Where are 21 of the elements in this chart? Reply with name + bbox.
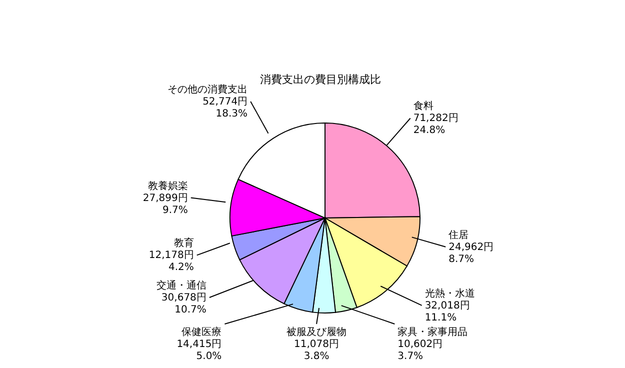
- data-label: 27,899円 9.7%: [142, 192, 188, 216]
- slice-label: 食料: [413, 100, 434, 112]
- data-label: 32,018円 11.1%: [424, 300, 470, 324]
- data-label: 10,602円 3.7%: [398, 339, 443, 362]
- slice-label: その他の消費支出: [168, 83, 248, 96]
- data-label: 71,282円 24.8%: [413, 113, 458, 136]
- data-label: 11,078円 3.8%: [294, 339, 340, 362]
- slice-label: 光熱・水道: [424, 287, 475, 300]
- data-label: 14,415円 5.0%: [176, 339, 222, 362]
- data-label: 52,774円 18.3%: [202, 96, 248, 120]
- data-label: 30,678円 10.7%: [161, 292, 206, 316]
- slice-label: 保健医療: [182, 326, 222, 338]
- data-label: 12,178円 4.2%: [148, 250, 194, 274]
- slice-label: 住居: [448, 230, 469, 241]
- slice-label: 家具・家事用品: [398, 326, 468, 338]
- slice-label: 交通・通信: [156, 280, 206, 292]
- chart-title: 消費支出の費目別構成比: [260, 73, 381, 86]
- slice-label: 教育: [174, 237, 194, 250]
- slice-label: 被服及び履物: [286, 326, 347, 338]
- slice-label: 教養娯楽: [148, 180, 188, 192]
- data-label: 24,962円 8.7%: [448, 242, 494, 265]
